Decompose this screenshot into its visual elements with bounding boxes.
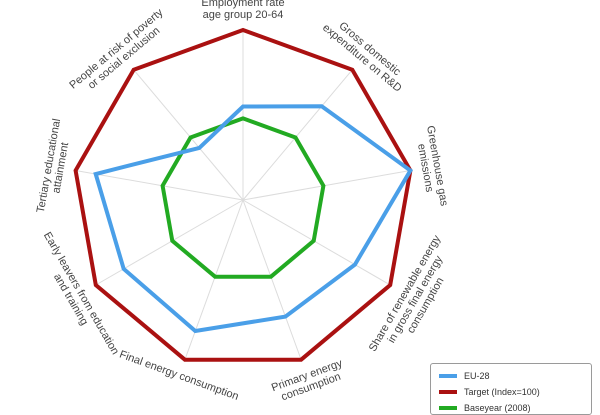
gridline-spoke	[242, 199, 302, 360]
gridline-spoke	[95, 199, 244, 286]
legend-label-eu28: EU-28	[464, 371, 490, 381]
legend-swatch-eu28	[439, 374, 457, 378]
gridline-spoke	[242, 69, 353, 201]
series-eu28-line	[93, 104, 414, 334]
legend-swatch-baseyear	[439, 406, 457, 410]
legend-item-target[interactable]: Target (Index=100)	[439, 385, 540, 399]
legend-label-baseyear: Baseyear (2008)	[464, 403, 531, 413]
gridline-spoke	[242, 169, 411, 201]
gridline-spoke	[184, 199, 244, 360]
legend-item-baseyear[interactable]: Baseyear (2008)	[439, 401, 531, 415]
gridline-spoke	[242, 199, 391, 286]
axis-label: Employment rate	[201, 0, 284, 9]
axis-label: age group 20-64	[203, 9, 284, 21]
series-baseyear-line	[160, 116, 326, 279]
gridline-spoke	[133, 69, 244, 201]
legend-swatch-target	[439, 390, 457, 394]
axis-label: People at risk of poverty	[67, 6, 165, 91]
legend-item-eu28[interactable]: EU-28	[439, 369, 490, 383]
legend: EU-28 Target (Index=100) Baseyear (2008)	[430, 363, 592, 415]
legend-label-target: Target (Index=100)	[464, 387, 540, 397]
gridline-spoke	[75, 169, 244, 201]
series-target-line	[73, 27, 413, 362]
